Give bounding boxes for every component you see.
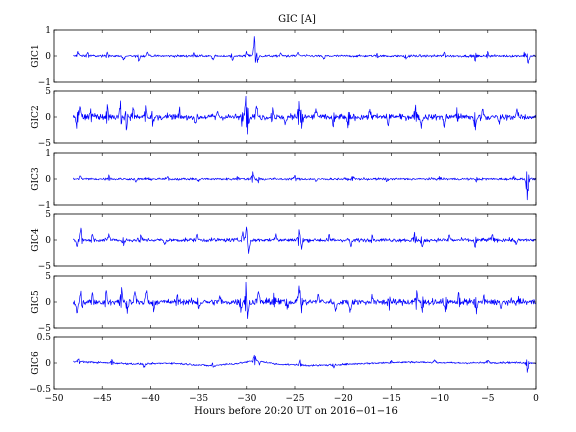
panel-3: −1 0 1 GIC3 xyxy=(31,149,537,211)
panel-2: −5 0 5 GIC2 xyxy=(31,87,537,149)
y-tick-label: −1 xyxy=(38,201,51,211)
x-tick-label: −35 xyxy=(189,394,208,404)
y-axis-label: GIC3 xyxy=(31,167,41,191)
y-tick-label: −0.5 xyxy=(29,385,51,395)
y-tick-label: −5 xyxy=(38,262,52,272)
panels-group: −101GIC1−505GIC2−101GIC3−505GIC4−505GIC5… xyxy=(29,26,539,404)
x-tick-label: −50 xyxy=(45,394,64,404)
y-axis-label: GIC6 xyxy=(31,351,41,375)
x-tick-label: −10 xyxy=(430,394,449,404)
x-tick-label: −15 xyxy=(382,394,401,404)
y-tick-label: −5 xyxy=(38,324,52,334)
y-tick-label: −1 xyxy=(38,78,51,88)
panel-5: −5 0 5 GIC5 xyxy=(31,272,537,334)
x-tick-label: 0 xyxy=(533,394,539,404)
x-tick-label: −45 xyxy=(93,394,112,404)
y-tick-label: 1 xyxy=(45,26,51,36)
y-axis-label: GIC2 xyxy=(31,105,41,128)
y-tick-label: 0 xyxy=(45,236,51,246)
chart-title: GIC [A] xyxy=(278,14,316,25)
y-tick-label: 0 xyxy=(45,52,51,62)
y-tick-label: 5 xyxy=(45,87,51,97)
x-tick-label: −20 xyxy=(334,394,353,404)
x-tick-label: −30 xyxy=(237,394,256,404)
series-line-GIC6 xyxy=(73,354,536,373)
series-line-GIC4 xyxy=(72,226,536,254)
y-tick-label: 0 xyxy=(45,113,51,123)
x-axis-label: Hours before 20:20 UT on 2016−01−16 xyxy=(194,406,398,417)
y-tick-label: 0 xyxy=(45,359,51,369)
series-line-GIC1 xyxy=(73,36,536,64)
series-line-GIC5 xyxy=(72,281,536,319)
panel-1: −1 0 1 GIC1 xyxy=(31,26,537,88)
panel-4: −5 0 5 GIC4 xyxy=(31,210,537,272)
x-tick-label: −25 xyxy=(286,394,305,404)
y-tick-label: 0.5 xyxy=(37,333,52,343)
y-axis-label: GIC4 xyxy=(31,228,41,252)
y-tick-label: 1 xyxy=(45,149,51,159)
y-tick-label: 5 xyxy=(45,210,51,220)
x-tick-label: −5 xyxy=(481,394,495,404)
series-line-GIC3 xyxy=(72,171,536,201)
y-tick-label: 5 xyxy=(45,272,51,282)
x-tick-label: −40 xyxy=(141,394,160,404)
y-axis-label: GIC1 xyxy=(31,44,41,67)
y-tick-label: 0 xyxy=(45,175,51,185)
y-tick-label: 0 xyxy=(45,298,51,308)
series-line-GIC2 xyxy=(72,95,536,135)
y-axis-label: GIC5 xyxy=(31,290,41,314)
y-tick-label: −5 xyxy=(38,139,52,149)
